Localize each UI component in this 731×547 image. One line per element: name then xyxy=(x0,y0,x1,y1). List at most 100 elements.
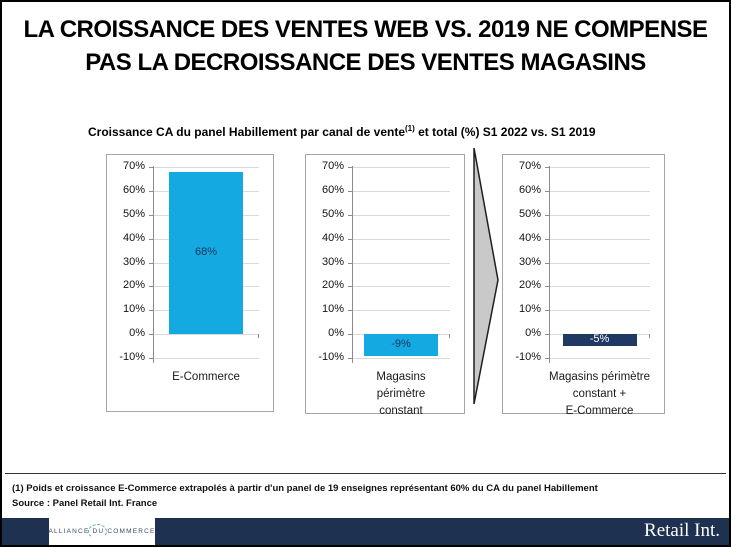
data-bar xyxy=(169,171,243,335)
category-axis-tick xyxy=(449,334,450,339)
y-axis-label: 20% xyxy=(518,279,541,292)
y-axis-label: 70% xyxy=(518,160,541,172)
chart-ecommerce: 70% 60% 50% 40% 30% 20% 10% 0% -10% 68% E-Commerce xyxy=(106,154,274,412)
y-axis-tick xyxy=(149,310,153,312)
chart-gridline xyxy=(352,286,450,288)
y-axis-label: 10% xyxy=(122,303,145,316)
y-axis-label: 30% xyxy=(122,255,145,268)
category-label-line: E-Commerce xyxy=(565,405,634,417)
category-label-line: Magasins périmètre xyxy=(376,371,426,400)
chart-gridline xyxy=(352,167,450,168)
y-axis-label: 30% xyxy=(518,255,541,268)
y-axis-label: -10% xyxy=(318,351,344,363)
chart-gridline xyxy=(352,262,450,264)
y-axis-tick xyxy=(149,262,153,264)
data-label: -9% xyxy=(391,337,411,350)
y-axis-label: 20% xyxy=(122,279,145,292)
y-axis-tick xyxy=(348,262,352,264)
alliance-logo-text: ALLIANCE DU COMMERCE xyxy=(48,524,156,539)
alliance-word: COMMERCE xyxy=(107,528,156,535)
y-axis-tick xyxy=(545,358,549,359)
y-axis-label: 60% xyxy=(518,183,541,196)
y-axis-label: 20% xyxy=(321,279,344,292)
data-bar xyxy=(364,334,438,356)
chart-gridline xyxy=(352,358,450,359)
y-axis-tick xyxy=(149,190,153,192)
y-axis-label: 40% xyxy=(122,231,145,244)
footnote-text: (1) Poids et croissance E-Commerce extra… xyxy=(12,483,598,494)
chart-gridline xyxy=(549,310,650,312)
y-axis-tick xyxy=(545,238,549,240)
chart-gridline xyxy=(153,358,259,359)
y-axis-tick xyxy=(545,214,549,216)
chart-gridline xyxy=(549,214,650,216)
chart-gridline xyxy=(352,310,450,312)
y-axis-label: 60% xyxy=(321,183,344,196)
data-label: -5% xyxy=(589,333,610,346)
y-axis-label: 40% xyxy=(518,231,541,244)
y-axis-tick xyxy=(545,310,549,312)
y-axis-label: 0% xyxy=(129,327,145,340)
y-axis-tick xyxy=(149,214,153,216)
y-axis-tick xyxy=(149,334,153,336)
y-axis-line xyxy=(153,166,154,363)
footnote-reference: (1) xyxy=(405,124,415,133)
y-axis-label: -10% xyxy=(515,351,541,363)
chart-gridline xyxy=(352,190,450,192)
footer-bar: ALLIANCE DU COMMERCE Retail Int. xyxy=(2,518,729,545)
chart-subtitle-text: Croissance CA du panel Habillement par c… xyxy=(88,125,405,139)
chart-total: 70% 60% 50% 40% 30% 20% 10% 0% -10% -5% Magasins p… xyxy=(502,154,665,417)
y-axis-label: 50% xyxy=(518,207,541,220)
page-title: LA CROISSANCE DES VENTES WEB VS. 2019 NE… xyxy=(2,13,729,79)
y-axis-tick xyxy=(149,238,153,240)
y-axis-tick xyxy=(348,167,352,168)
y-axis-label: 70% xyxy=(122,160,145,172)
y-axis-tick xyxy=(348,214,352,216)
y-axis-tick xyxy=(545,190,549,192)
y-axis-label: 0% xyxy=(328,327,344,340)
y-axis-line xyxy=(549,166,550,363)
y-axis-line xyxy=(352,166,353,363)
alliance-du-commerce-logo: ALLIANCE DU COMMERCE xyxy=(48,518,156,545)
data-label: 68% xyxy=(194,245,218,258)
y-axis-label: -10% xyxy=(119,351,145,363)
data-bar xyxy=(562,334,637,347)
source-text: Source : Panel Retail Int. France xyxy=(12,498,158,509)
y-axis-label: 40% xyxy=(321,231,344,244)
chart-gridline xyxy=(153,334,259,336)
y-axis-tick xyxy=(149,286,153,288)
y-axis-label: 60% xyxy=(122,183,145,196)
chart-gridline xyxy=(549,286,650,288)
chart-gridline xyxy=(352,238,450,240)
alliance-word: ALLIANCE xyxy=(48,528,90,535)
chart-subtitle-tail: et total (%) S1 2022 vs. S1 2019 xyxy=(414,125,596,139)
category-label-line: E-Commerce xyxy=(172,371,240,383)
category-axis-tick xyxy=(649,334,650,339)
page-title-line2: PAS LA DECROISSANCE DES VENTES MAGASINS xyxy=(85,49,646,76)
y-axis-label: 50% xyxy=(321,207,344,220)
y-axis-tick xyxy=(149,358,153,359)
category-axis-tick xyxy=(258,334,259,339)
category-label: E-Commerce xyxy=(153,369,259,386)
category-label: Magasins périmètre constant + E-Commerce xyxy=(549,369,650,420)
y-axis-tick xyxy=(348,358,352,359)
chart-gridline xyxy=(549,238,650,240)
chart-gridline xyxy=(352,214,450,216)
chart-subtitle: Croissance CA du panel Habillement par c… xyxy=(88,124,596,139)
y-axis-tick xyxy=(545,334,549,336)
category-label: Magasins périmètre constant xyxy=(352,369,450,420)
y-axis-tick xyxy=(348,286,352,288)
retail-int-logo: Retail Int. xyxy=(644,520,720,541)
y-axis-label: 30% xyxy=(321,255,344,268)
y-axis-tick xyxy=(149,167,153,168)
y-axis-label: 10% xyxy=(321,303,344,316)
y-axis-tick xyxy=(348,334,352,336)
category-label-line: constant xyxy=(379,405,423,417)
footer-divider xyxy=(5,473,726,474)
y-axis-label: 70% xyxy=(321,160,344,172)
chart-gridline xyxy=(549,358,650,359)
category-label-line: Magasins périmètre xyxy=(549,371,650,383)
chart-magasins: 70% 60% 50% 40% 30% 20% 10% 0% -10% -9% Magasins p… xyxy=(305,154,465,417)
y-axis-tick xyxy=(348,238,352,240)
